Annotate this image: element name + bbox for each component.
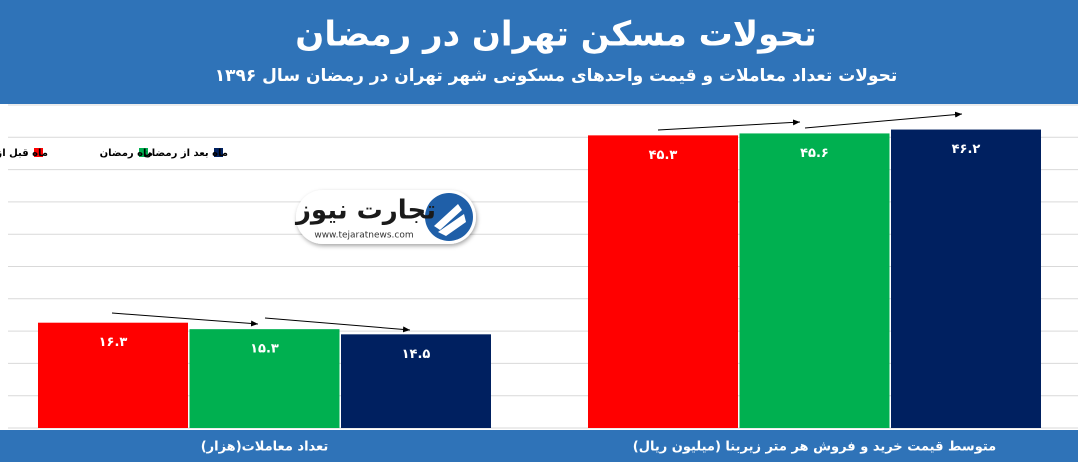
data-label: ۱۵.۳ [250, 342, 279, 357]
data-label: ۴۵.۶ [800, 146, 829, 161]
legend-swatch [139, 148, 148, 157]
bar [38, 322, 188, 428]
legend-box [20, 140, 342, 166]
bar [588, 135, 738, 428]
logo-url: www.tejaratnews.com [314, 231, 413, 241]
logo-text: تجارت نیوز [294, 196, 436, 226]
data-label: ۱۴.۵ [402, 347, 431, 362]
legend-label: ماه بعد از رمضان [143, 148, 228, 159]
footer-band [0, 430, 1078, 462]
header-band [0, 0, 1078, 104]
x-tick-label: تعداد معاملات(هزار) [201, 440, 329, 455]
x-tick-label: متوسط قیمت خرید و فروش هر متر زیربنا (می… [633, 440, 996, 455]
data-label: ۴۵.۳ [649, 148, 678, 163]
chart-title: تحولات مسکن تهران در رمضان [295, 15, 816, 55]
trend-arrows [111, 111, 963, 333]
bar [189, 329, 340, 428]
legend-label: ماه قبل از رمضان [0, 148, 48, 159]
bar [739, 133, 890, 428]
legend-label: ماه رمضان [100, 148, 153, 159]
bar [891, 129, 1041, 428]
data-label: ۴۶.۲ [952, 142, 981, 157]
data-label: ۱۶.۳ [99, 335, 128, 350]
chart-subtitle: تحولات تعداد معاملات و قیمت واحدهای مسکو… [215, 66, 898, 86]
legend-swatch [214, 148, 223, 157]
bar [341, 334, 491, 428]
logo-mark [434, 204, 466, 236]
legend-swatch [34, 148, 43, 157]
